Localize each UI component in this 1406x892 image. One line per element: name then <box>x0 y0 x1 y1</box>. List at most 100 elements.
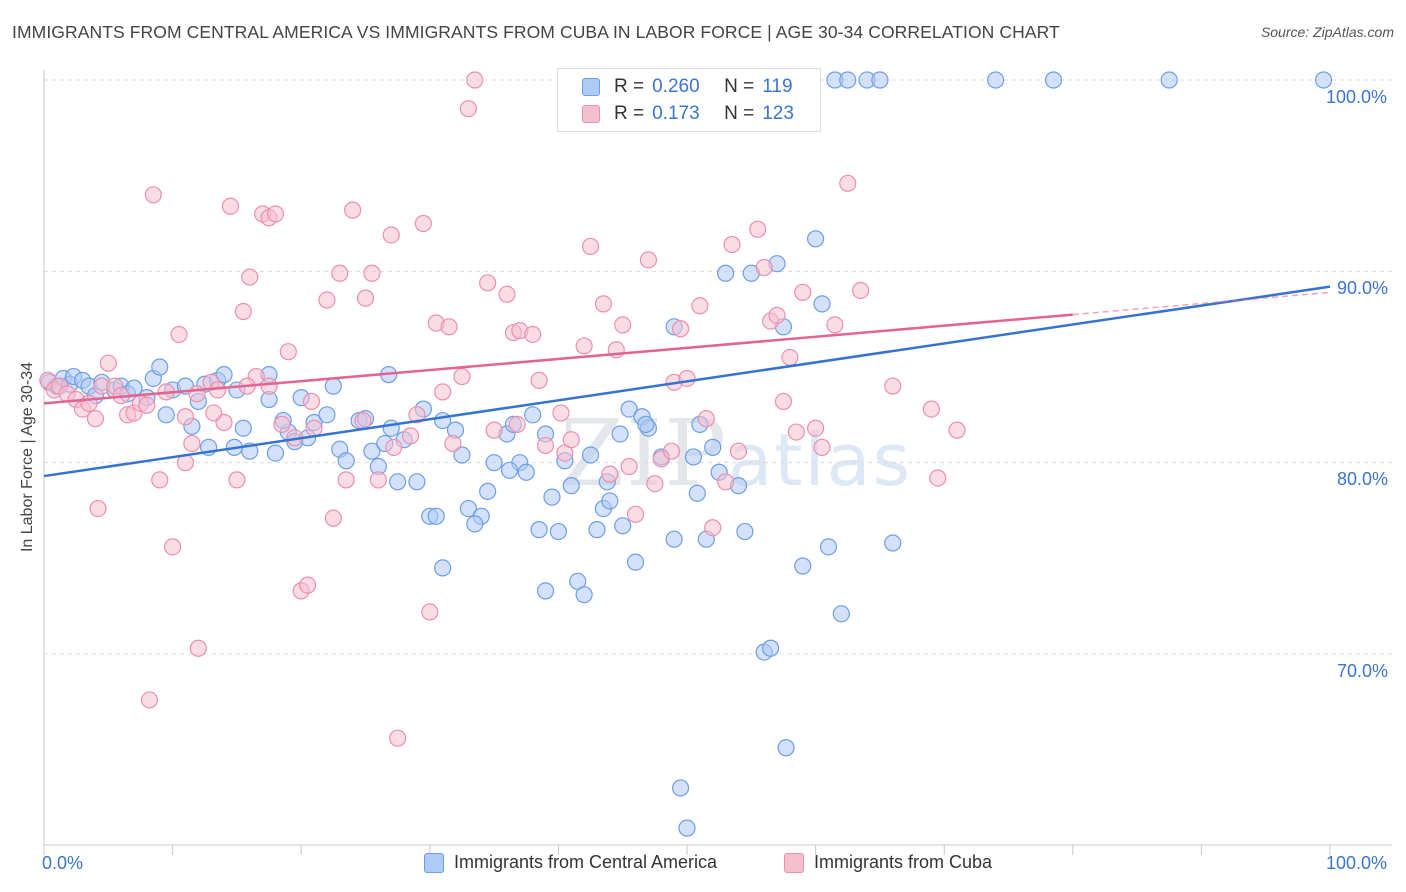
point-central-america <box>382 419 400 437</box>
legend-r-label: R = <box>614 76 645 97</box>
y-tick-label-80: 80.0% <box>1337 469 1389 489</box>
point-cuba <box>806 419 825 437</box>
point-central-america <box>761 639 780 657</box>
x-tick-label-min: 0.0% <box>42 853 84 873</box>
point-cuba <box>768 306 786 324</box>
point-cuba <box>852 281 870 300</box>
series-legend-label: Immigrants from Cuba <box>814 852 993 872</box>
legend-r-value: 0.173 <box>652 103 700 124</box>
point-central-america <box>688 484 706 502</box>
point-cuba <box>678 369 696 388</box>
point-cuba <box>151 471 169 489</box>
point-cuba <box>241 268 259 286</box>
point-cuba <box>421 603 439 621</box>
legend-n-label: N = <box>724 103 755 124</box>
point-central-america <box>819 538 838 556</box>
point-central-america <box>671 779 690 797</box>
point-cuba <box>749 220 767 238</box>
legend-r-label: R = <box>614 103 645 124</box>
point-cuba <box>331 264 349 282</box>
point-central-america <box>517 463 535 481</box>
point-central-america <box>337 452 355 470</box>
point-central-america <box>794 557 812 575</box>
point-central-america <box>427 507 445 525</box>
point-cuba <box>234 302 252 321</box>
point-cuba <box>774 392 793 411</box>
point-cuba <box>444 434 462 453</box>
point-cuba <box>601 465 619 483</box>
point-cuba <box>164 538 182 556</box>
point-central-america <box>614 517 632 535</box>
point-cuba <box>691 297 709 315</box>
point-cuba <box>302 392 321 411</box>
point-cuba <box>89 499 107 518</box>
point-cuba <box>434 383 452 401</box>
legend-n-label: N = <box>724 76 755 97</box>
point-cuba <box>508 415 526 433</box>
point-cuba <box>794 283 812 301</box>
point-central-america <box>588 521 606 539</box>
series-swatch-blue <box>424 852 444 873</box>
point-central-america <box>620 400 638 418</box>
point-cuba <box>99 354 117 372</box>
point-central-america <box>777 739 795 757</box>
point-cuba <box>704 519 722 537</box>
point-central-america <box>832 605 850 623</box>
point-cuba <box>839 174 857 192</box>
point-cuba <box>363 264 381 282</box>
point-cuba <box>639 251 658 269</box>
trend-line-central-america <box>43 285 1331 478</box>
point-cuba <box>408 406 426 424</box>
point-central-america <box>716 264 735 282</box>
point-cuba <box>498 285 516 303</box>
point-central-america <box>575 586 593 604</box>
point-cuba <box>479 274 497 292</box>
point-central-america <box>704 438 722 456</box>
correlation-legend: R = 0.260 N = 119 R = 0.173 N = 123 <box>557 68 821 132</box>
point-central-america <box>530 521 548 539</box>
point-cuba <box>176 408 195 426</box>
point-cuba <box>552 404 570 422</box>
point-cuba <box>781 348 799 367</box>
legend-r-value: 0.260 <box>652 76 700 97</box>
y-tick-label-70: 70.0% <box>1337 661 1389 681</box>
point-central-america <box>611 425 629 443</box>
chart-title: IMMIGRANTS FROM CENTRAL AMERICA VS IMMIG… <box>12 22 1060 42</box>
point-central-america <box>678 819 696 837</box>
point-cuba <box>485 421 503 439</box>
point-central-america <box>1160 71 1178 89</box>
point-cuba <box>562 431 580 449</box>
point-cuba <box>453 367 471 386</box>
point-cuba <box>662 442 681 460</box>
point-central-america <box>363 442 381 460</box>
point-central-america <box>453 446 471 464</box>
point-central-america <box>684 448 703 466</box>
point-central-america <box>266 444 285 462</box>
point-cuba <box>389 729 407 747</box>
point-cuba <box>729 442 748 460</box>
point-cuba <box>646 475 664 493</box>
point-cuba <box>356 289 375 307</box>
point-cuba <box>826 316 844 334</box>
point-central-america <box>549 522 568 541</box>
point-central-america <box>637 415 655 433</box>
series-legend-label: Immigrants from Central America <box>454 852 718 872</box>
trend-line-extension-cuba <box>1072 291 1331 316</box>
point-cuba <box>260 377 278 395</box>
point-cuba <box>305 419 323 437</box>
point-cuba <box>189 639 207 657</box>
point-central-america <box>839 71 857 89</box>
point-cuba <box>266 205 285 223</box>
point-cuba <box>671 320 690 338</box>
point-cuba <box>620 457 638 476</box>
point-central-america <box>318 406 336 424</box>
point-central-america <box>151 358 169 376</box>
point-cuba <box>530 371 548 389</box>
point-central-america <box>459 499 477 518</box>
point-cuba <box>524 325 542 344</box>
point-cuba <box>459 100 477 118</box>
point-central-america <box>389 473 407 491</box>
point-central-america <box>524 406 542 424</box>
y-tick-label-100: 100.0% <box>1326 87 1388 107</box>
